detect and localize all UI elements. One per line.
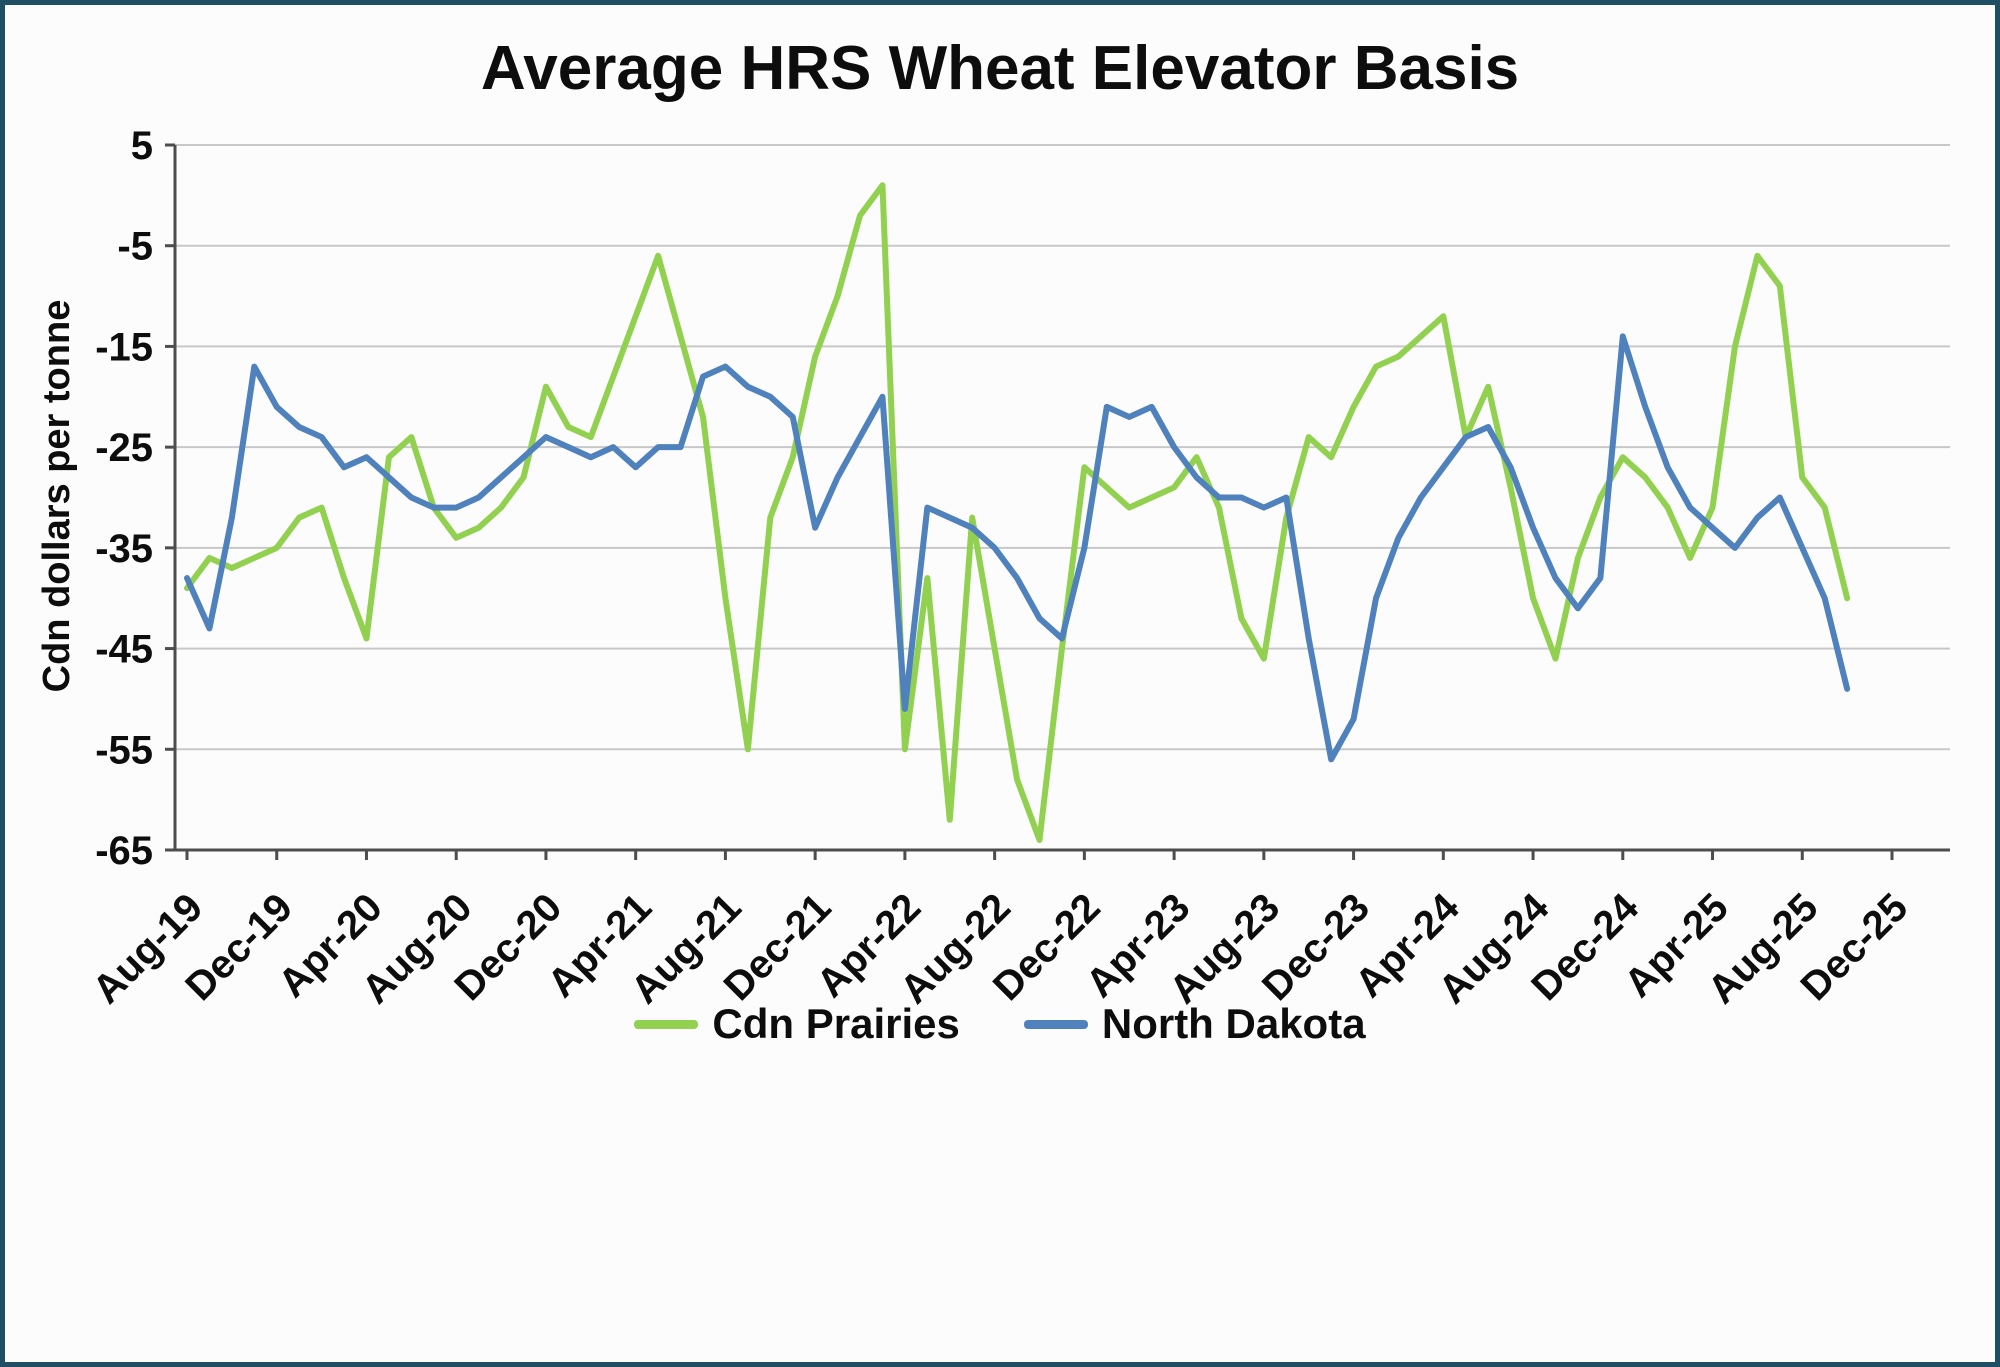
series-line-cdn-prairies	[184, 182, 1851, 843]
legend-item-north-dakota: North Dakota	[1023, 1000, 1366, 1048]
legend-item-cdn-prairies: Cdn Prairies	[634, 1000, 960, 1048]
legend-swatch-blue	[1023, 1019, 1088, 1029]
y-tick-label: -45	[95, 628, 153, 672]
y-tick-label: -25	[95, 426, 153, 470]
legend-label-cdn-prairies: Cdn Prairies	[712, 1000, 960, 1047]
y-tick-label: -5	[117, 225, 153, 269]
legend-label-north-dakota: North Dakota	[1101, 1000, 1366, 1047]
y-tick-label: -55	[95, 728, 153, 772]
y-tick-label: -15	[95, 325, 153, 369]
y-tick-label: -35	[95, 527, 153, 571]
chart-title: Average HRS Wheat Elevator Basis	[480, 34, 1520, 103]
chart-legend: Cdn Prairies North Dakota	[5, 1000, 1995, 1048]
line-chart: 5-5-15-25-35-45-55-65Aug-19Dec-19Apr-20A…	[84, 124, 1950, 1012]
y-tick-label: -65	[95, 829, 153, 873]
series-line-north-dakota	[184, 333, 1851, 763]
y-tick-label: 5	[131, 124, 153, 168]
legend-swatch-green	[634, 1019, 699, 1029]
